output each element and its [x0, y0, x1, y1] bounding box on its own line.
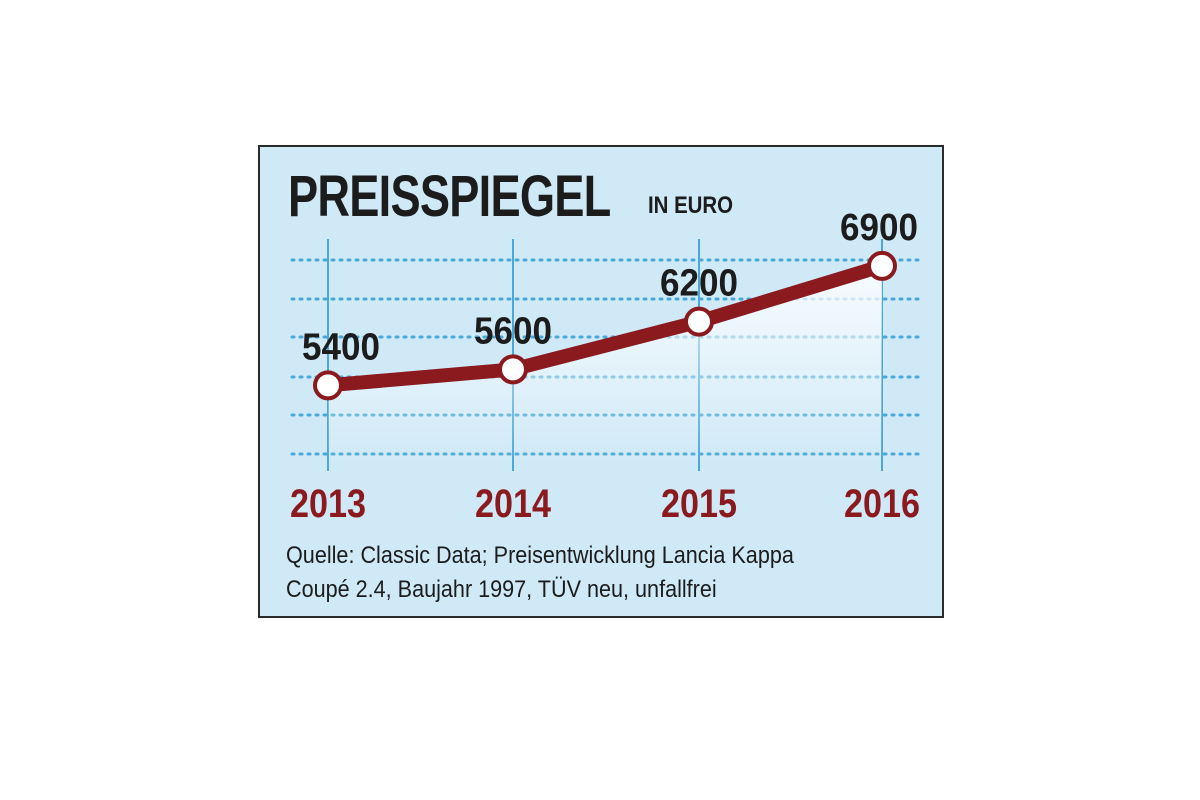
data-point-2013: [313, 370, 343, 401]
value-label-2016: 6900: [840, 207, 918, 249]
value-label-2015: 6200: [660, 263, 738, 305]
source-note: Quelle: Classic Data; Preisentwicklung L…: [286, 539, 862, 607]
x-tick-2016: 2016: [844, 482, 920, 526]
data-point-2014: [498, 354, 528, 385]
x-tick-2013: 2013: [290, 482, 366, 526]
chart-panel: 5400 5600 6200 6900 2013 2014 2015 2016 PREISS…: [258, 145, 944, 618]
value-labels: 5400 5600 6200 6900: [302, 207, 918, 368]
data-point-2016: [867, 250, 897, 281]
source-note-line-1: Quelle: Classic Data; Preisentwicklung L…: [286, 542, 794, 569]
area-fill: [328, 265, 882, 467]
title-group: PREISSPIEGEL IN EURO: [288, 163, 733, 230]
value-label-2014: 5600: [474, 310, 552, 352]
x-tick-2014: 2014: [475, 482, 552, 526]
data-point-2015: [684, 306, 714, 337]
x-tick-2015: 2015: [661, 482, 737, 526]
value-label-2013: 5400: [302, 326, 380, 368]
series-line: [321, 258, 889, 393]
line-chart: 5400 5600 6200 6900 2013 2014 2015 2016: [290, 207, 922, 526]
data-markers: [313, 250, 897, 401]
x-tick-labels: 2013 2014 2015 2016: [290, 482, 920, 526]
chart-subtitle: IN EURO: [648, 192, 734, 219]
source-note-line-2: Coupé 2.4, Baujahr 1997, TÜV neu, unfall…: [286, 576, 717, 603]
chart-title: PREISSPIEGEL: [288, 164, 611, 229]
